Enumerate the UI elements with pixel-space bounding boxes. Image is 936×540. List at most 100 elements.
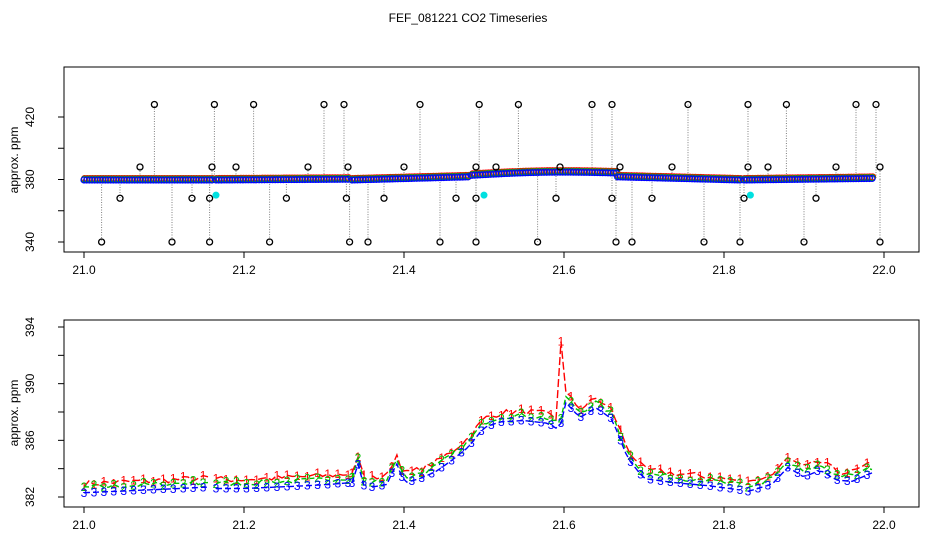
series-2-marker: 2 bbox=[697, 475, 704, 489]
series-1-marker: 1 bbox=[657, 462, 664, 476]
series-2-marker: 2 bbox=[667, 472, 674, 486]
series-2-marker: 2 bbox=[418, 466, 425, 480]
outlier-point bbox=[232, 163, 240, 171]
point-series-3 bbox=[733, 176, 741, 184]
series-3-marker: 3 bbox=[304, 479, 311, 493]
series-3-marker: 3 bbox=[814, 464, 821, 478]
series-3-marker: 3 bbox=[398, 470, 405, 484]
outlier-point bbox=[452, 194, 460, 202]
series-2-marker: 2 bbox=[528, 411, 535, 425]
series-2-marker: 2 bbox=[379, 475, 386, 489]
series-3-marker: 3 bbox=[369, 480, 376, 494]
point-series-3 bbox=[736, 176, 744, 184]
point-series-3 bbox=[205, 176, 213, 184]
series-2-marker: 2 bbox=[180, 476, 187, 490]
series-2-marker: 2 bbox=[213, 477, 220, 491]
series-1-marker: 1 bbox=[408, 464, 415, 478]
series-3-marker: 3 bbox=[190, 481, 197, 495]
panel-bottom: approx. ppm 21.0 21.2 21.4 21.6 21.8 22.0 382 3… bbox=[7, 317, 920, 532]
outlier-point bbox=[168, 238, 176, 246]
series-3-marker: 3 bbox=[160, 482, 167, 496]
series-2-marker: 2 bbox=[518, 406, 525, 420]
series-3-marker: 3 bbox=[130, 484, 137, 498]
outlier-point bbox=[608, 194, 616, 202]
series-1-marker: 1 bbox=[745, 474, 752, 488]
series-1-marker: 1 bbox=[687, 466, 694, 480]
series-3-marker: 3 bbox=[223, 482, 230, 496]
outlier-point bbox=[265, 238, 274, 246]
series-2-marker: 2 bbox=[140, 476, 147, 490]
series-2-marker: 2 bbox=[355, 451, 362, 465]
series-2-marker: 2 bbox=[864, 461, 871, 475]
series-1-marker: 1 bbox=[558, 334, 565, 348]
series-2-marker: 2 bbox=[587, 400, 594, 414]
series-2-marker: 2 bbox=[398, 464, 405, 478]
series-3-marker: 3 bbox=[568, 401, 575, 415]
x-tick-label-top: 21.8 bbox=[712, 263, 736, 277]
point-series-3 bbox=[341, 175, 349, 183]
series-1-marker: 1 bbox=[284, 468, 291, 482]
series-3-marker: 3 bbox=[508, 414, 515, 428]
series-3-marker: 3 bbox=[667, 475, 674, 489]
x-tick-label-top: 21.2 bbox=[232, 263, 256, 277]
series-3-marker: 3 bbox=[597, 404, 604, 418]
outlier-point bbox=[340, 100, 348, 109]
series-2-marker: 2 bbox=[324, 473, 331, 487]
series-1-marker: 1 bbox=[498, 408, 505, 422]
series-1-marker: 1 bbox=[607, 401, 614, 415]
series-3-marker: 3 bbox=[587, 404, 594, 418]
series-2-marker: 2 bbox=[284, 474, 291, 488]
series-2-marker: 2 bbox=[844, 467, 851, 481]
series-3-marker: 3 bbox=[498, 415, 505, 429]
series-2-marker: 2 bbox=[637, 464, 644, 478]
series-1-marker: 1 bbox=[213, 471, 220, 485]
series-1-marker: 1 bbox=[578, 403, 585, 417]
series-2-marker: 2 bbox=[854, 468, 861, 482]
series-2-marker: 2 bbox=[834, 467, 841, 481]
point-series-3 bbox=[865, 174, 873, 183]
series-3-marker: 3 bbox=[538, 416, 545, 430]
series-3-marker: 3 bbox=[647, 472, 654, 486]
series-2-marker: 2 bbox=[314, 471, 321, 485]
series-2-marker: 2 bbox=[627, 449, 634, 463]
series-1-marker: 1 bbox=[488, 409, 495, 423]
series-1-marker: 1 bbox=[834, 465, 841, 479]
series-3-marker: 3 bbox=[824, 468, 831, 482]
series-3-line bbox=[216, 482, 349, 490]
y-tick-label-bottom: 394 bbox=[23, 317, 37, 337]
series-2-marker: 2 bbox=[304, 472, 311, 486]
series-3-marker: 3 bbox=[294, 479, 301, 493]
series-3-marker: 3 bbox=[677, 476, 684, 490]
series-3-marker: 3 bbox=[233, 482, 240, 496]
series-3-line bbox=[371, 401, 741, 491]
outlier-point bbox=[832, 163, 840, 171]
series-1-marker: 1 bbox=[755, 473, 762, 487]
series-2-marker: 2 bbox=[707, 472, 714, 486]
series-3-marker: 3 bbox=[707, 479, 714, 493]
series-3-marker: 3 bbox=[355, 457, 362, 471]
series-2-marker: 2 bbox=[804, 462, 811, 476]
point-series-3 bbox=[208, 176, 216, 184]
x-tick-label-bottom: 21.8 bbox=[712, 518, 736, 532]
outlier-point bbox=[116, 194, 124, 202]
outlier-point bbox=[380, 194, 388, 202]
series-3-marker: 3 bbox=[737, 483, 744, 497]
series-2-marker: 2 bbox=[91, 478, 98, 492]
x-tick-label-bottom: 21.0 bbox=[72, 518, 96, 532]
series-3-marker: 3 bbox=[180, 481, 187, 495]
series-3-marker: 3 bbox=[627, 455, 634, 469]
series-1-marker: 1 bbox=[233, 473, 240, 487]
series-1-marker: 1 bbox=[200, 469, 207, 483]
series-1-line bbox=[83, 474, 209, 488]
plot-frame-top bbox=[63, 66, 920, 253]
series-2-marker: 2 bbox=[438, 453, 445, 467]
series-2-marker: 2 bbox=[81, 480, 88, 494]
series-2-marker: 2 bbox=[794, 459, 801, 473]
series-1-marker: 1 bbox=[448, 446, 455, 460]
y-tick-label-bottom: 386 bbox=[23, 430, 37, 450]
series-1-marker: 1 bbox=[180, 470, 187, 484]
series-1-marker: 1 bbox=[120, 473, 127, 487]
series-2-marker: 2 bbox=[389, 461, 396, 475]
series-2-marker: 2 bbox=[548, 413, 555, 427]
series-3-marker: 3 bbox=[284, 480, 291, 494]
